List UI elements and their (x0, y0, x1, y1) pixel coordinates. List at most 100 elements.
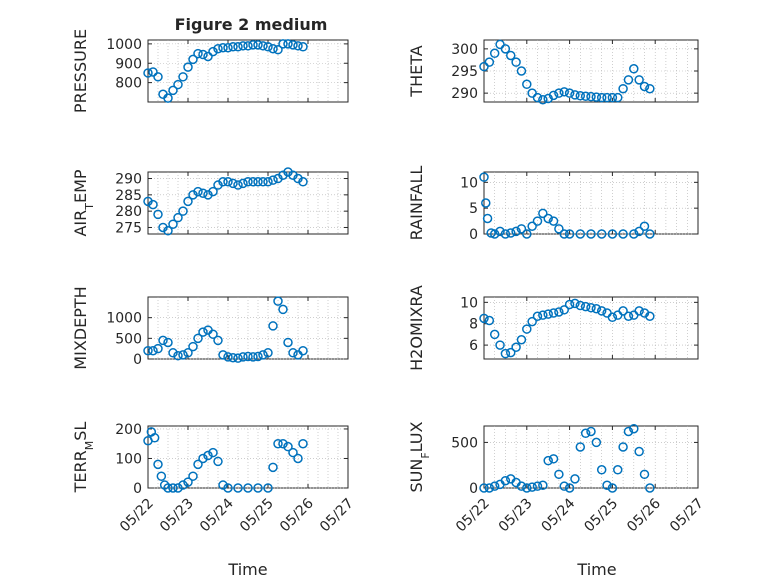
data-point (548, 454, 559, 464)
data-point (163, 225, 173, 236)
data-point (564, 299, 575, 310)
data-point (591, 304, 602, 314)
data-point (500, 475, 511, 486)
data-point (156, 471, 167, 481)
data-point (522, 483, 532, 493)
data-point (580, 301, 591, 312)
data-point (278, 304, 288, 315)
y-tick-label: 5 (469, 201, 478, 217)
data-point (500, 44, 511, 54)
data-point (233, 483, 243, 493)
data-point (586, 91, 596, 102)
data-point (273, 438, 283, 449)
data-point (527, 316, 537, 327)
data-point (268, 321, 278, 331)
data-point (489, 481, 500, 491)
data-point (158, 335, 168, 346)
data-point (484, 483, 495, 493)
subplot-theta: 290 295 300 THETA (407, 39, 699, 105)
data-point (203, 51, 213, 62)
data-point (559, 305, 569, 315)
data-point (634, 75, 644, 85)
data-point (559, 87, 569, 97)
data-point (183, 348, 193, 358)
data-point (173, 212, 183, 223)
data-point (223, 483, 233, 493)
y-tick-label: 800 (115, 76, 142, 92)
data-point (516, 66, 527, 76)
x-tick-label: 05/22 (117, 496, 157, 536)
data-point (532, 481, 543, 491)
data-point (188, 471, 198, 481)
data-point (243, 351, 253, 362)
y-tick-label: 1000 (106, 37, 142, 53)
data-point (253, 483, 263, 493)
data-point (238, 352, 248, 362)
data-point (233, 42, 243, 52)
data-point (522, 324, 532, 334)
data-point (153, 72, 163, 82)
data-point (188, 54, 198, 65)
data-point (538, 310, 548, 320)
data-point (203, 450, 213, 461)
data-point (283, 441, 293, 452)
data-point (554, 224, 564, 234)
y-axis-label: PRESSURE (71, 29, 90, 113)
data-point (178, 72, 188, 82)
data-point (233, 180, 243, 190)
y-tick-label: 280 (115, 204, 142, 220)
data-point (153, 209, 163, 220)
data-point (580, 428, 591, 439)
x-tick-label: 05/27 (317, 496, 357, 536)
data-point (213, 456, 223, 467)
data-point (511, 57, 521, 67)
data-point (570, 474, 580, 484)
data-point (575, 300, 586, 311)
data-point (554, 469, 564, 480)
data-point (273, 44, 283, 55)
data-point (228, 178, 238, 189)
x-tick-label: 05/25 (581, 496, 621, 536)
data-point (479, 172, 489, 182)
y-axis-label: AIRTEMP (71, 169, 96, 236)
data-point (554, 307, 564, 317)
data-point (532, 92, 543, 103)
data-point (198, 49, 208, 60)
data-point (618, 306, 628, 316)
data-point (278, 438, 288, 449)
data-point (506, 50, 516, 61)
data-point (168, 219, 178, 229)
data-point (288, 447, 298, 458)
data-point (178, 480, 188, 490)
data-point (570, 90, 580, 100)
data-point (575, 229, 586, 239)
data-point (596, 465, 607, 475)
data-point (193, 48, 203, 59)
data-point (629, 64, 639, 74)
subplot-terr-msl: 0 100 200 05/22 05/23 05/24 05/25 05/26 05/27 Tim… (71, 422, 357, 579)
data-point (298, 345, 308, 356)
data-point (634, 226, 644, 237)
subplot-sun-flux: 0 500 05/22 05/23 05/24 05/25 05/26 05/27 Time SU… (407, 421, 707, 579)
y-tick-label: 100 (115, 451, 142, 467)
data-point (543, 213, 553, 224)
data-point (482, 213, 493, 224)
data-point (173, 350, 183, 361)
data-point (522, 229, 532, 239)
data-point (559, 229, 569, 239)
data-point (484, 57, 495, 67)
data-point (283, 337, 293, 348)
data-point (149, 433, 160, 443)
data-point (168, 85, 178, 96)
data-point (634, 306, 644, 316)
data-point (596, 92, 607, 103)
data-point (618, 229, 628, 239)
data-point (218, 350, 228, 360)
data-point (484, 315, 495, 326)
data-point (183, 62, 193, 72)
data-point (223, 43, 233, 53)
data-point (218, 177, 228, 187)
data-point (223, 352, 233, 362)
data-point (178, 206, 188, 216)
